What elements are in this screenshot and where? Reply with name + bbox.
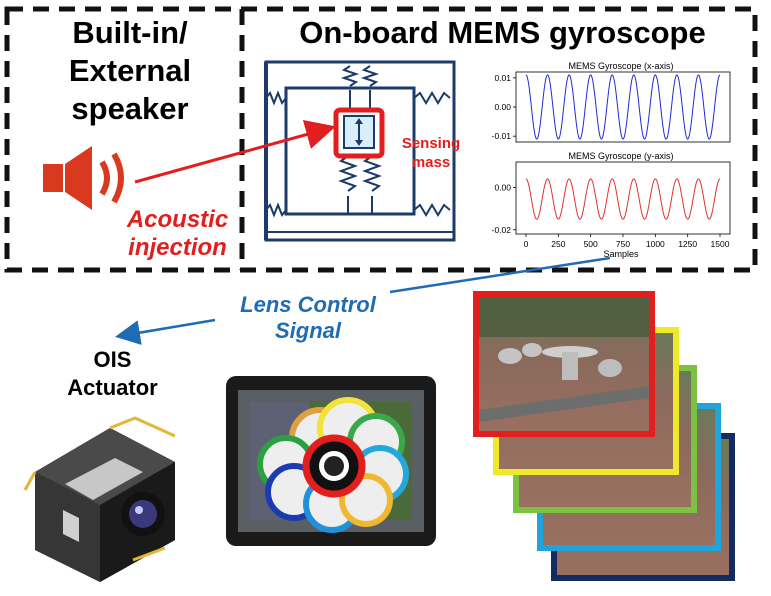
chart-y-frame	[515, 161, 731, 235]
chart-x-series-line	[525, 74, 721, 140]
acoustic-line1: Acoustic	[126, 206, 229, 233]
chart-xlabel: Samples	[603, 249, 639, 259]
ois-line1: OIS	[93, 347, 132, 372]
lens-control-label: Lens Control Signal	[212, 292, 404, 344]
chart-xtick-label: 500	[584, 239, 598, 249]
chart-y-ytick-label: -0.02	[492, 225, 512, 235]
chart-y-ytick-label: 0.00	[494, 182, 511, 192]
chart-xtick-label: 1000	[646, 239, 665, 249]
acoustic-label: Acoustic injection	[115, 206, 240, 262]
sensing-line1: Sensing	[401, 135, 461, 152]
chart-x-ytick-label: -0.01	[492, 131, 512, 141]
chart-x-ytick-label: 0.01	[494, 73, 511, 83]
speaker-icon	[43, 146, 124, 210]
gyro-title: On-board MEMS gyroscope	[299, 15, 706, 50]
speaker-title: Built-in/ External speaker	[30, 14, 230, 128]
chart-xtick-label: 250	[551, 239, 565, 249]
sensing-mass-label: Sensing mass	[396, 134, 466, 172]
chart-y-title: MEMS Gyroscope (y-axis)	[568, 151, 673, 161]
speaker-title-line1: Built-in/	[72, 15, 188, 50]
lens-signal-line1	[389, 256, 611, 294]
acoustic-line2: injection	[128, 234, 227, 261]
chart-x-frame	[515, 71, 731, 143]
chart-y-series-line	[525, 178, 721, 220]
lens-line2: Signal	[274, 318, 341, 343]
outer-dashed-box	[4, 6, 758, 273]
ois-line2: Actuator	[67, 375, 158, 400]
chart-xtick-label: 1500	[711, 239, 730, 249]
chart-xtick-label: 0	[524, 239, 529, 249]
acoustic-injection-arrow	[134, 119, 336, 184]
ois-label: OIS Actuator	[50, 346, 175, 402]
photo-frames	[473, 291, 735, 581]
chart-xtick-label: 750	[616, 239, 630, 249]
chart-xtick-label: 1250	[678, 239, 697, 249]
image-sensor-graphic	[226, 376, 436, 546]
lens-circles	[257, 397, 409, 533]
speaker-title-line2: External	[68, 53, 192, 88]
mems-diagram	[264, 60, 456, 242]
ois-actuator-image	[23, 416, 176, 582]
sensing-line2: mass	[411, 154, 451, 171]
chart-x-title: MEMS Gyroscope (x-axis)	[568, 61, 673, 71]
lens-signal-arrow	[115, 318, 216, 346]
gyro-charts: MEMS Gyroscope (x-axis) MEMS Gyroscope (…	[492, 61, 731, 259]
speaker-title-line3: speaker	[71, 91, 189, 126]
lens-line1: Lens Control	[240, 292, 376, 317]
chart-x-ytick-label: 0.00	[494, 102, 511, 112]
